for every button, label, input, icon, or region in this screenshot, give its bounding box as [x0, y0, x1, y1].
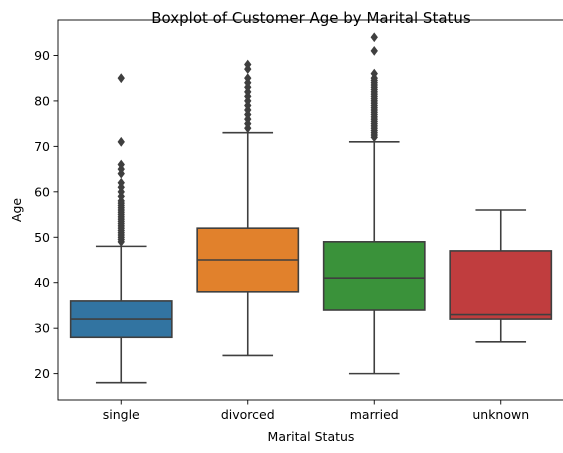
y-axis: 20 30 40 50 60 70 80 90 [34, 48, 58, 381]
outlier-point [244, 73, 252, 84]
box-single [69, 73, 173, 384]
iqr-box [449, 250, 553, 320]
y-tick-label: 30 [34, 321, 50, 336]
outlier-point [117, 177, 125, 188]
y-tick-label: 60 [34, 184, 50, 199]
box-divorced [196, 59, 300, 357]
box-unknown [449, 209, 553, 343]
y-tick-label: 90 [34, 48, 50, 63]
box-married [322, 32, 426, 375]
outlier-point [117, 136, 125, 147]
outlier-point [117, 159, 125, 170]
y-tick-label: 40 [34, 275, 50, 290]
outlier-point [244, 59, 252, 70]
x-tick-label: married [350, 407, 399, 422]
x-axis: single divorced married unknown [103, 400, 529, 422]
outlier-point [370, 68, 378, 79]
outlier-point [370, 32, 378, 43]
x-axis-label: Marital Status [268, 429, 355, 444]
plot-frame [57, 19, 563, 401]
y-axis-label: Age [9, 198, 24, 222]
y-tick-label: 50 [34, 230, 50, 245]
y-tick-label: 70 [34, 139, 50, 154]
x-tick-label: divorced [221, 407, 275, 422]
iqr-box [322, 241, 426, 311]
outlier-point [370, 46, 378, 56]
y-tick-label: 80 [34, 93, 50, 108]
x-tick-label: single [103, 407, 140, 422]
plot-area [69, 32, 553, 384]
x-tick-label: unknown [472, 407, 529, 422]
chart-title: Boxplot of Customer Age by Marital Statu… [151, 9, 471, 27]
outlier-point [117, 73, 125, 84]
y-tick-label: 20 [34, 366, 50, 381]
